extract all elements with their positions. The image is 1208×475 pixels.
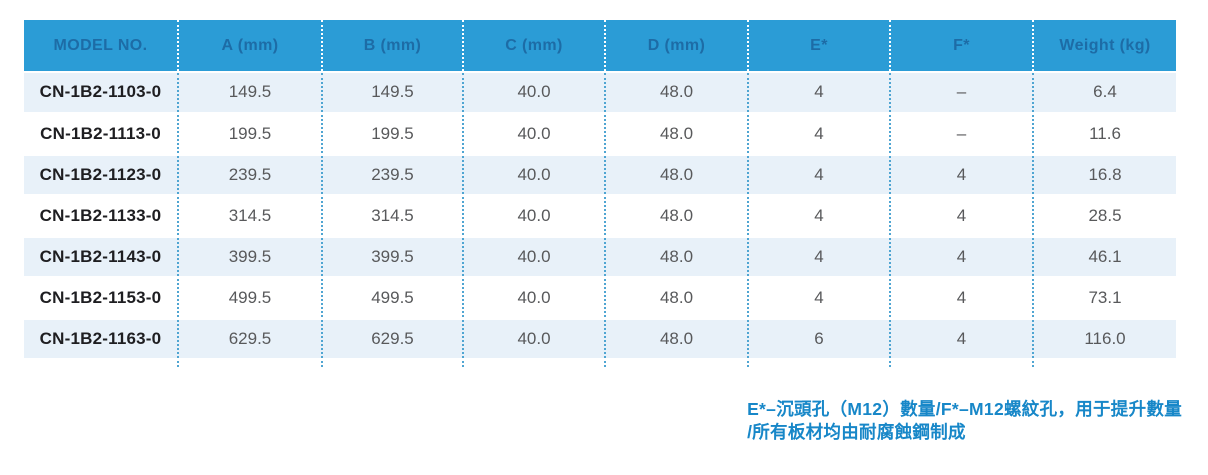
value-cell-f: 4 xyxy=(890,277,1034,320)
value-cell-d: 48.0 xyxy=(605,113,749,156)
value-cell-weight: 11.6 xyxy=(1033,113,1176,156)
model-cell: CN-1B2-1133-0 xyxy=(24,195,179,238)
value-cell-a: 499.5 xyxy=(178,277,323,320)
column-header-d: D (mm) xyxy=(605,20,749,73)
value-cell-c: 40.0 xyxy=(463,72,606,115)
footnote-container: E*–沉頭孔（M12）數量/F*–M12螺紋孔，用于提升數量 /所有板材均由耐腐… xyxy=(24,398,1182,444)
model-cell: CN-1B2-1103-0 xyxy=(24,72,179,115)
divider-tail xyxy=(463,359,606,367)
table-row: CN-1B2-1143-0 399.5 399.5 40.0 48.0 4 4 … xyxy=(24,236,1176,279)
value-cell-b: 399.5 xyxy=(322,236,464,279)
value-cell-f: 4 xyxy=(890,318,1034,361)
footnote-line-2: /所有板材均由耐腐蝕鋼制成 xyxy=(747,422,966,442)
footnote-f-label: F* xyxy=(940,399,960,419)
table-row: CN-1B2-1113-0 199.5 199.5 40.0 48.0 4 – … xyxy=(24,113,1176,156)
value-cell-f: 4 xyxy=(890,236,1034,279)
value-cell-c: 40.0 xyxy=(463,236,606,279)
column-header-b: B (mm) xyxy=(322,20,464,73)
value-cell-b: 239.5 xyxy=(322,154,464,197)
value-cell-f: – xyxy=(890,72,1034,115)
value-cell-weight: 28.5 xyxy=(1033,195,1176,238)
value-cell-c: 40.0 xyxy=(463,318,606,361)
value-cell-weight: 73.1 xyxy=(1033,277,1176,320)
table-header-row: MODEL NO. A (mm) B (mm) C (mm) D (mm) E*… xyxy=(24,20,1176,73)
column-header-e: E* xyxy=(748,20,891,73)
value-cell-d: 48.0 xyxy=(605,72,749,115)
table-row: CN-1B2-1133-0 314.5 314.5 40.0 48.0 4 4 … xyxy=(24,195,1176,238)
value-cell-f: – xyxy=(890,113,1034,156)
model-cell: CN-1B2-1153-0 xyxy=(24,277,179,320)
value-cell-f: 4 xyxy=(890,154,1034,197)
value-cell-a: 199.5 xyxy=(178,113,323,156)
value-cell-b: 629.5 xyxy=(322,318,464,361)
value-cell-a: 314.5 xyxy=(178,195,323,238)
value-cell-weight: 6.4 xyxy=(1033,72,1176,115)
value-cell-e: 6 xyxy=(748,318,891,361)
value-cell-b: 499.5 xyxy=(322,277,464,320)
value-cell-d: 48.0 xyxy=(605,277,749,320)
footnote-line-1: E*–沉頭孔（M12）數量/F*–M12螺紋孔，用于提升數量 xyxy=(747,398,1182,421)
value-cell-a: 239.5 xyxy=(178,154,323,197)
value-cell-d: 48.0 xyxy=(605,236,749,279)
divider-tail xyxy=(748,359,891,367)
column-header-model: MODEL NO. xyxy=(24,20,179,73)
value-cell-b: 199.5 xyxy=(322,113,464,156)
value-cell-a: 399.5 xyxy=(178,236,323,279)
divider-tail-row xyxy=(24,359,1176,367)
divider-tail xyxy=(322,359,464,367)
model-cell: CN-1B2-1143-0 xyxy=(24,236,179,279)
table-row: CN-1B2-1123-0 239.5 239.5 40.0 48.0 4 4 … xyxy=(24,154,1176,197)
value-cell-e: 4 xyxy=(748,72,891,115)
value-cell-f: 4 xyxy=(890,195,1034,238)
value-cell-d: 48.0 xyxy=(605,318,749,361)
model-cell: CN-1B2-1163-0 xyxy=(24,318,179,361)
divider-tail xyxy=(178,359,323,367)
value-cell-a: 629.5 xyxy=(178,318,323,361)
column-header-c: C (mm) xyxy=(463,20,606,73)
spec-table: MODEL NO. A (mm) B (mm) C (mm) D (mm) E*… xyxy=(24,20,1176,367)
value-cell-d: 48.0 xyxy=(605,154,749,197)
value-cell-d: 48.0 xyxy=(605,195,749,238)
footnote-f-text: –M12螺紋孔，用于提升數量 xyxy=(959,399,1182,419)
value-cell-weight: 16.8 xyxy=(1033,154,1176,197)
value-cell-b: 314.5 xyxy=(322,195,464,238)
divider-tail xyxy=(890,359,1034,367)
footnote: E*–沉頭孔（M12）數量/F*–M12螺紋孔，用于提升數量 /所有板材均由耐腐… xyxy=(747,398,1182,444)
model-cell: CN-1B2-1113-0 xyxy=(24,113,179,156)
footnote-e-text: –沉頭孔（M12）數量/ xyxy=(766,399,941,419)
value-cell-weight: 46.1 xyxy=(1033,236,1176,279)
value-cell-e: 4 xyxy=(748,154,891,197)
table-row: CN-1B2-1103-0 149.5 149.5 40.0 48.0 4 – … xyxy=(24,72,1176,115)
value-cell-c: 40.0 xyxy=(463,195,606,238)
table-row: CN-1B2-1163-0 629.5 629.5 40.0 48.0 6 4 … xyxy=(24,318,1176,361)
value-cell-c: 40.0 xyxy=(463,277,606,320)
value-cell-a: 149.5 xyxy=(178,72,323,115)
value-cell-weight: 116.0 xyxy=(1033,318,1176,361)
column-header-a: A (mm) xyxy=(178,20,323,73)
footnote-e-label: E* xyxy=(747,399,767,419)
model-cell: CN-1B2-1123-0 xyxy=(24,154,179,197)
value-cell-c: 40.0 xyxy=(463,154,606,197)
divider-tail xyxy=(24,359,179,367)
table-row: CN-1B2-1153-0 499.5 499.5 40.0 48.0 4 4 … xyxy=(24,277,1176,320)
value-cell-e: 4 xyxy=(748,195,891,238)
value-cell-e: 4 xyxy=(748,277,891,320)
spec-table-container: MODEL NO. A (mm) B (mm) C (mm) D (mm) E*… xyxy=(24,20,1176,367)
column-header-f: F* xyxy=(890,20,1034,73)
divider-tail xyxy=(605,359,749,367)
value-cell-c: 40.0 xyxy=(463,113,606,156)
divider-tail xyxy=(1033,359,1176,367)
value-cell-e: 4 xyxy=(748,236,891,279)
column-header-weight: Weight (kg) xyxy=(1033,20,1176,73)
value-cell-e: 4 xyxy=(748,113,891,156)
value-cell-b: 149.5 xyxy=(322,72,464,115)
